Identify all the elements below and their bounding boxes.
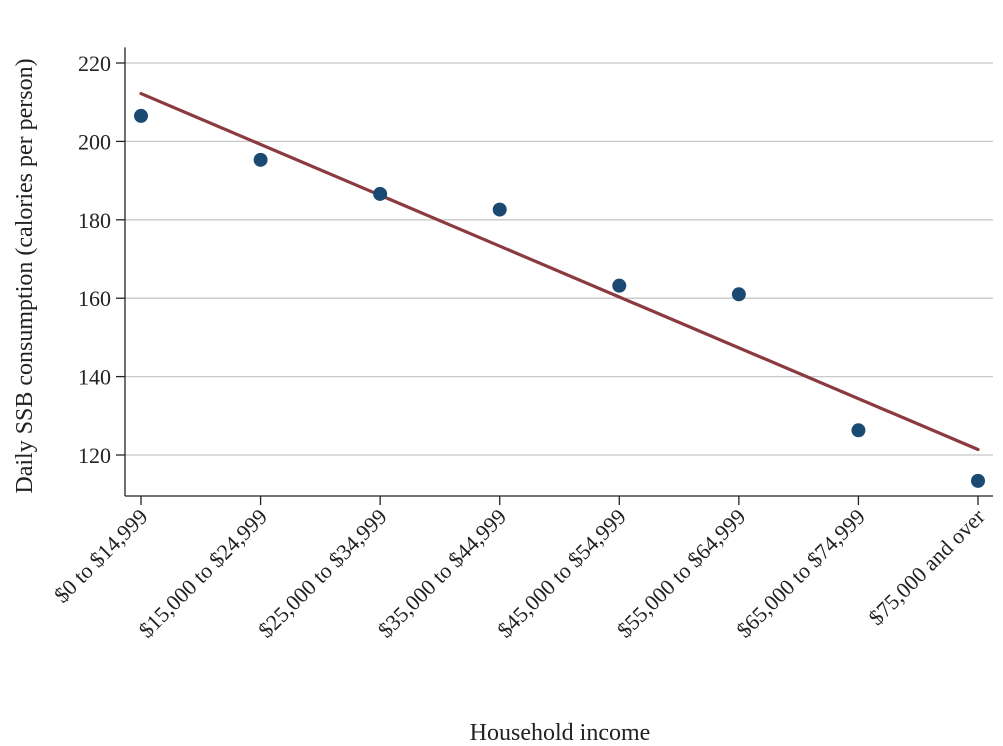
x-tick-label-2: $25,000 to $34,999	[253, 504, 392, 643]
x-tick-label-0: $0 to $14,999	[49, 504, 153, 608]
data-point-0	[134, 108, 148, 123]
data-point-6	[851, 423, 866, 438]
y-tick-label-180: 180	[78, 208, 111, 233]
y-tick-label-140: 140	[78, 365, 111, 390]
x-tick-label-7: $75,000 and over	[863, 503, 990, 630]
axes	[116, 47, 993, 505]
data-point-4	[612, 278, 627, 293]
y-tick-label-160: 160	[78, 286, 111, 311]
data-point-1	[253, 152, 268, 167]
x-tick-label-6: $65,000 to $74,999	[731, 504, 870, 643]
tick-labels: 120 140 160 180 200 220 $0 to $14,999$15,000 t…	[49, 51, 990, 643]
x-axis-title: Household income	[470, 720, 651, 746]
fit-line	[139, 91, 980, 452]
y-tick-label-120: 120	[78, 443, 111, 468]
data-point-5	[731, 287, 746, 302]
y-axis-title: Daily SSB consumption (calories per pers…	[12, 58, 38, 493]
data-point-2	[373, 186, 388, 201]
x-tick-label-4: $45,000 to $54,999	[492, 504, 631, 643]
y-tick-label-200: 200	[78, 129, 111, 154]
y-tick-label-220: 220	[78, 51, 111, 76]
data-points	[134, 108, 985, 488]
x-tick-label-5: $55,000 to $64,999	[612, 504, 751, 643]
gridlines	[125, 62, 993, 456]
data-point-7	[971, 473, 985, 488]
fit-line-layer	[139, 91, 980, 452]
x-tick-label-3: $35,000 to $44,999	[373, 504, 512, 643]
x-tick-label-1: $15,000 to $24,999	[133, 504, 272, 643]
data-point-3	[492, 202, 507, 217]
